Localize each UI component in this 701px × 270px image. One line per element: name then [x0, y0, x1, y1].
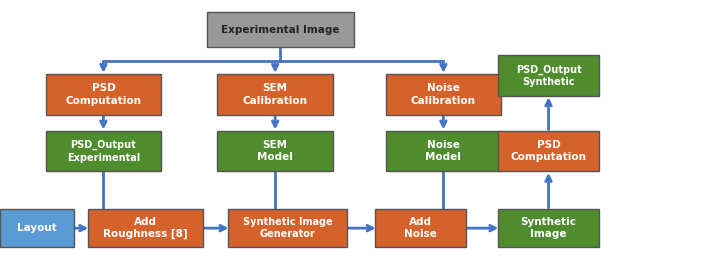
Text: PSD
Computation: PSD Computation: [65, 83, 142, 106]
FancyBboxPatch shape: [386, 74, 501, 115]
FancyBboxPatch shape: [46, 74, 161, 115]
Text: PSD
Computation: PSD Computation: [510, 140, 587, 162]
FancyBboxPatch shape: [0, 209, 74, 247]
FancyBboxPatch shape: [217, 131, 333, 171]
Text: Noise
Model: Noise Model: [426, 140, 461, 162]
FancyBboxPatch shape: [228, 209, 347, 247]
Text: Experimental Image: Experimental Image: [221, 25, 340, 35]
Text: Synthetic Image
Generator: Synthetic Image Generator: [243, 217, 332, 239]
Text: Layout: Layout: [17, 223, 57, 233]
Text: PSD_Output
Synthetic: PSD_Output Synthetic: [516, 64, 581, 87]
FancyBboxPatch shape: [88, 209, 203, 247]
Text: Noise
Calibration: Noise Calibration: [411, 83, 476, 106]
FancyBboxPatch shape: [207, 12, 354, 47]
Text: Add
Roughness [8]: Add Roughness [8]: [103, 217, 188, 239]
FancyBboxPatch shape: [498, 209, 599, 247]
Text: SEM
Calibration: SEM Calibration: [243, 83, 308, 106]
Text: Synthetic
Image: Synthetic Image: [521, 217, 576, 239]
Text: Add
Noise: Add Noise: [404, 217, 437, 239]
FancyBboxPatch shape: [217, 74, 333, 115]
FancyBboxPatch shape: [498, 131, 599, 171]
Text: PSD_Output
Experimental: PSD_Output Experimental: [67, 140, 140, 163]
FancyBboxPatch shape: [46, 131, 161, 171]
FancyBboxPatch shape: [375, 209, 466, 247]
Text: SEM
Model: SEM Model: [257, 140, 293, 162]
FancyBboxPatch shape: [386, 131, 501, 171]
FancyBboxPatch shape: [498, 55, 599, 96]
